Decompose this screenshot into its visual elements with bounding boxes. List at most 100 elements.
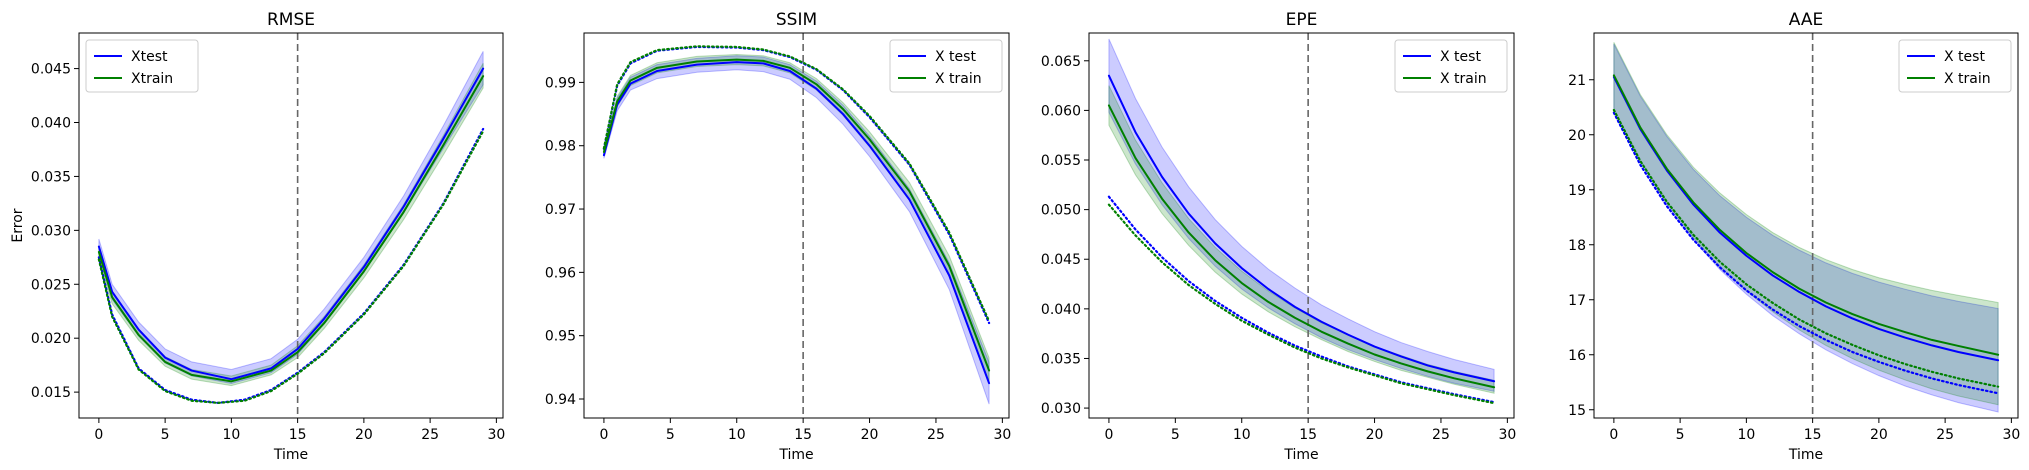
y-tick-label: 0.050 (1041, 203, 1081, 219)
x-tick-label: 10 (728, 427, 746, 443)
y-tick-label: 0.035 (31, 169, 71, 185)
plot-frame (1593, 32, 2019, 419)
x-axis-label: Time (1283, 447, 1318, 463)
confidence-band-1 (98, 62, 484, 387)
y-tick-label: 0.98 (545, 139, 576, 155)
y-tick-label: 0.060 (1041, 103, 1081, 119)
series-line-2 (1107, 195, 1496, 404)
legend: X test X train (1898, 39, 2012, 93)
series-line-3 (1107, 203, 1496, 405)
x-tick-label: 15 (1299, 427, 1317, 443)
y-axis-label: Error (10, 208, 26, 242)
plot-frame (583, 32, 1010, 419)
y-tick-label: 0.065 (1041, 54, 1081, 70)
confidence-band-1 (1613, 42, 1999, 406)
legend-label: Xtest (131, 49, 168, 65)
x-tick-label: 10 (1737, 427, 1755, 443)
legend: X test X train (889, 39, 1003, 93)
plot-frame (78, 32, 504, 419)
y-tick-label: 0.035 (1041, 351, 1081, 367)
plot-frame (1088, 32, 1515, 419)
x-tick-label: 25 (1936, 427, 1954, 443)
legend-label: X train (1944, 71, 1991, 87)
y-tick-label: 0.055 (1041, 153, 1081, 169)
chart-panel-ssim: 0 5 10 15 20 25 30 0.94 0.95 0.96 0.97 0.98 0.99 SSIM… (545, 10, 1011, 463)
y-tick-label: 0.030 (1041, 401, 1081, 417)
x-tick-label: 20 (1366, 427, 1384, 443)
confidence-band-1 (1108, 85, 1495, 394)
chart-panel-epe: 0 5 10 15 20 25 30 0.030 0.035 0.040 0.045 0.050 0.0… (1041, 10, 1516, 463)
x-tick-label: 30 (993, 427, 1011, 443)
chart-title: SSIM (776, 10, 817, 30)
legend-label: X test (1944, 49, 1985, 65)
confidence-band-0 (98, 51, 484, 385)
x-tick-label: 0 (599, 427, 608, 443)
y-tick-label: 0.96 (545, 265, 576, 281)
x-axis-label: Time (778, 447, 813, 463)
x-tick-label: 0 (1104, 427, 1113, 443)
x-tick-label: 5 (1676, 427, 1685, 443)
x-tick-label: 20 (861, 427, 879, 443)
x-tick-label: 15 (289, 427, 307, 443)
y-tick-label: 0.020 (31, 331, 71, 347)
chart-title: EPE (1286, 10, 1318, 30)
series-line-1 (1107, 104, 1496, 389)
y-tick-label: 0.97 (545, 202, 576, 218)
x-tick-label: 30 (487, 427, 505, 443)
series-line-1 (1612, 74, 2000, 356)
series-line-1 (97, 75, 485, 383)
legend-label: X train (1440, 71, 1487, 87)
y-tick-label: 15 (1568, 403, 1586, 419)
x-tick-label: 10 (1233, 427, 1251, 443)
y-tick-label: 0.040 (31, 116, 71, 132)
x-tick-label: 25 (1432, 427, 1450, 443)
legend-label: X test (1440, 49, 1481, 65)
series-line-3 (97, 130, 485, 405)
x-tick-label: 30 (2002, 427, 2020, 443)
y-tick-label: 0.99 (545, 75, 576, 91)
legend-label: X train (935, 71, 982, 87)
x-tick-label: 5 (666, 427, 675, 443)
y-tick-label: 0.030 (31, 223, 71, 239)
series-line-0 (602, 61, 991, 385)
x-tick-label: 5 (161, 427, 170, 443)
x-tick-label: 15 (794, 427, 812, 443)
y-tick-label: 0.025 (31, 277, 71, 293)
y-tick-label: 17 (1568, 293, 1586, 309)
y-tick-label: 16 (1568, 348, 1586, 364)
y-tick-label: 0.045 (1041, 252, 1081, 268)
series-line-0 (97, 67, 485, 381)
chart-title: AAE (1789, 10, 1823, 30)
y-tick-label: 0.040 (1041, 302, 1081, 318)
x-axis-label: Time (1788, 447, 1823, 463)
y-tick-label: 20 (1568, 128, 1586, 144)
y-tick-label: 18 (1568, 238, 1586, 254)
y-tick-label: 0.94 (545, 392, 576, 408)
series-line-0 (1612, 76, 2000, 362)
series-line-3 (602, 45, 991, 323)
series-line-3 (1612, 108, 2000, 388)
x-tick-label: 25 (927, 427, 945, 443)
y-tick-label: 0.045 (31, 62, 71, 78)
y-tick-label: 0.015 (31, 385, 71, 401)
legend-label: X test (935, 49, 976, 65)
x-tick-label: 10 (222, 427, 240, 443)
legend: X test X train (1394, 39, 1508, 93)
series-line-2 (1612, 111, 2000, 395)
legend: Xtest Xtrain (85, 39, 199, 93)
x-tick-label: 0 (94, 427, 103, 443)
series-line-1 (602, 58, 991, 372)
x-tick-label: 5 (1171, 427, 1180, 443)
y-tick-label: 21 (1568, 73, 1586, 89)
confidence-band-1 (603, 54, 990, 384)
x-tick-label: 0 (1609, 427, 1618, 443)
x-tick-label: 30 (1498, 427, 1516, 443)
x-tick-label: 20 (1870, 427, 1888, 443)
chart-panel-rmse: 0 5 10 15 20 25 30 0.015 0.020 0.025 0.030 0.035 0.0… (10, 10, 505, 463)
confidence-band-0 (1613, 43, 1999, 413)
legend-label: Xtrain (131, 71, 173, 87)
y-tick-label: 19 (1568, 183, 1586, 199)
x-axis-label: Time (273, 447, 308, 463)
